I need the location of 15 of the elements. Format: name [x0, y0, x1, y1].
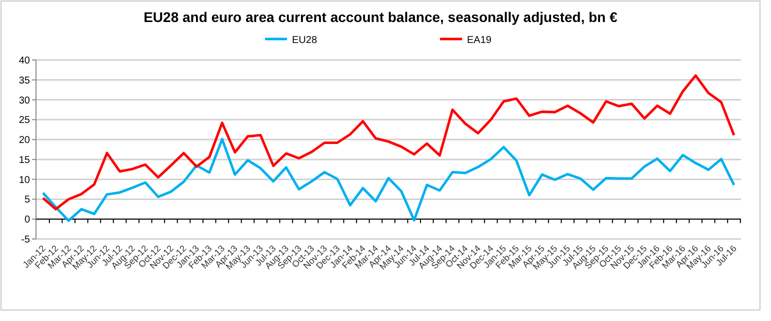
y-tick-label: 25 [18, 115, 30, 126]
line-series [42, 74, 736, 210]
y-tick-label: 35 [18, 75, 30, 86]
y-tick-label: -5 [21, 234, 30, 246]
chart-title: EU28 and euro area current account balance, seasonally adjusted, bn € [144, 9, 618, 25]
legend-label: EA19 [467, 35, 492, 46]
line-series [42, 138, 736, 222]
y-tick-label: 0 [24, 214, 30, 226]
y-tick-label: 20 [18, 135, 30, 146]
y-tick-label: 10 [18, 174, 30, 186]
y-tick-label: 5 [24, 194, 30, 206]
y-tick-label: 40 [18, 56, 30, 66]
y-tick-label: 15 [18, 154, 30, 166]
legend-label: EU28 [292, 35, 318, 46]
y-tick-label: 30 [18, 95, 30, 106]
